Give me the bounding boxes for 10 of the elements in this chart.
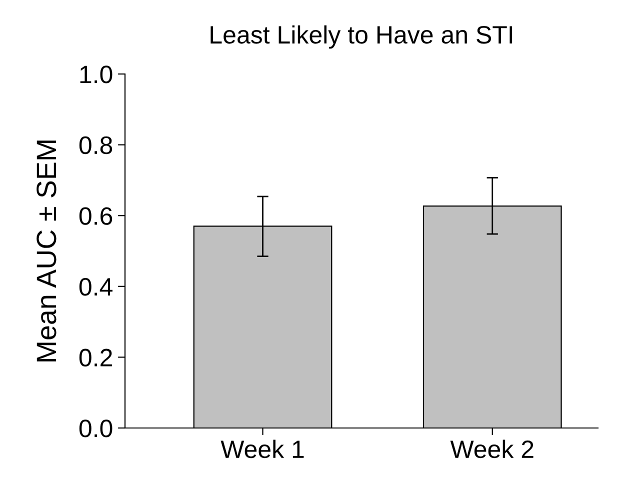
x-tick-label: Week 1 — [220, 440, 304, 458]
y-tick-label: 0.4 — [79, 278, 112, 296]
y-tick-label: 0.0 — [79, 420, 112, 438]
chart-title: Least Likely to Have an STI — [210, 25, 512, 49]
y-axis-title: Mean AUC ± SEM — [36, 140, 56, 362]
y-tick-label: 0.6 — [79, 207, 112, 225]
y-tick-label: 0.2 — [79, 348, 112, 367]
y-tick-label: 1.0 — [80, 66, 112, 84]
x-tick-label: Week 2 — [450, 440, 534, 458]
y-tick-label: 0.8 — [79, 136, 112, 154]
